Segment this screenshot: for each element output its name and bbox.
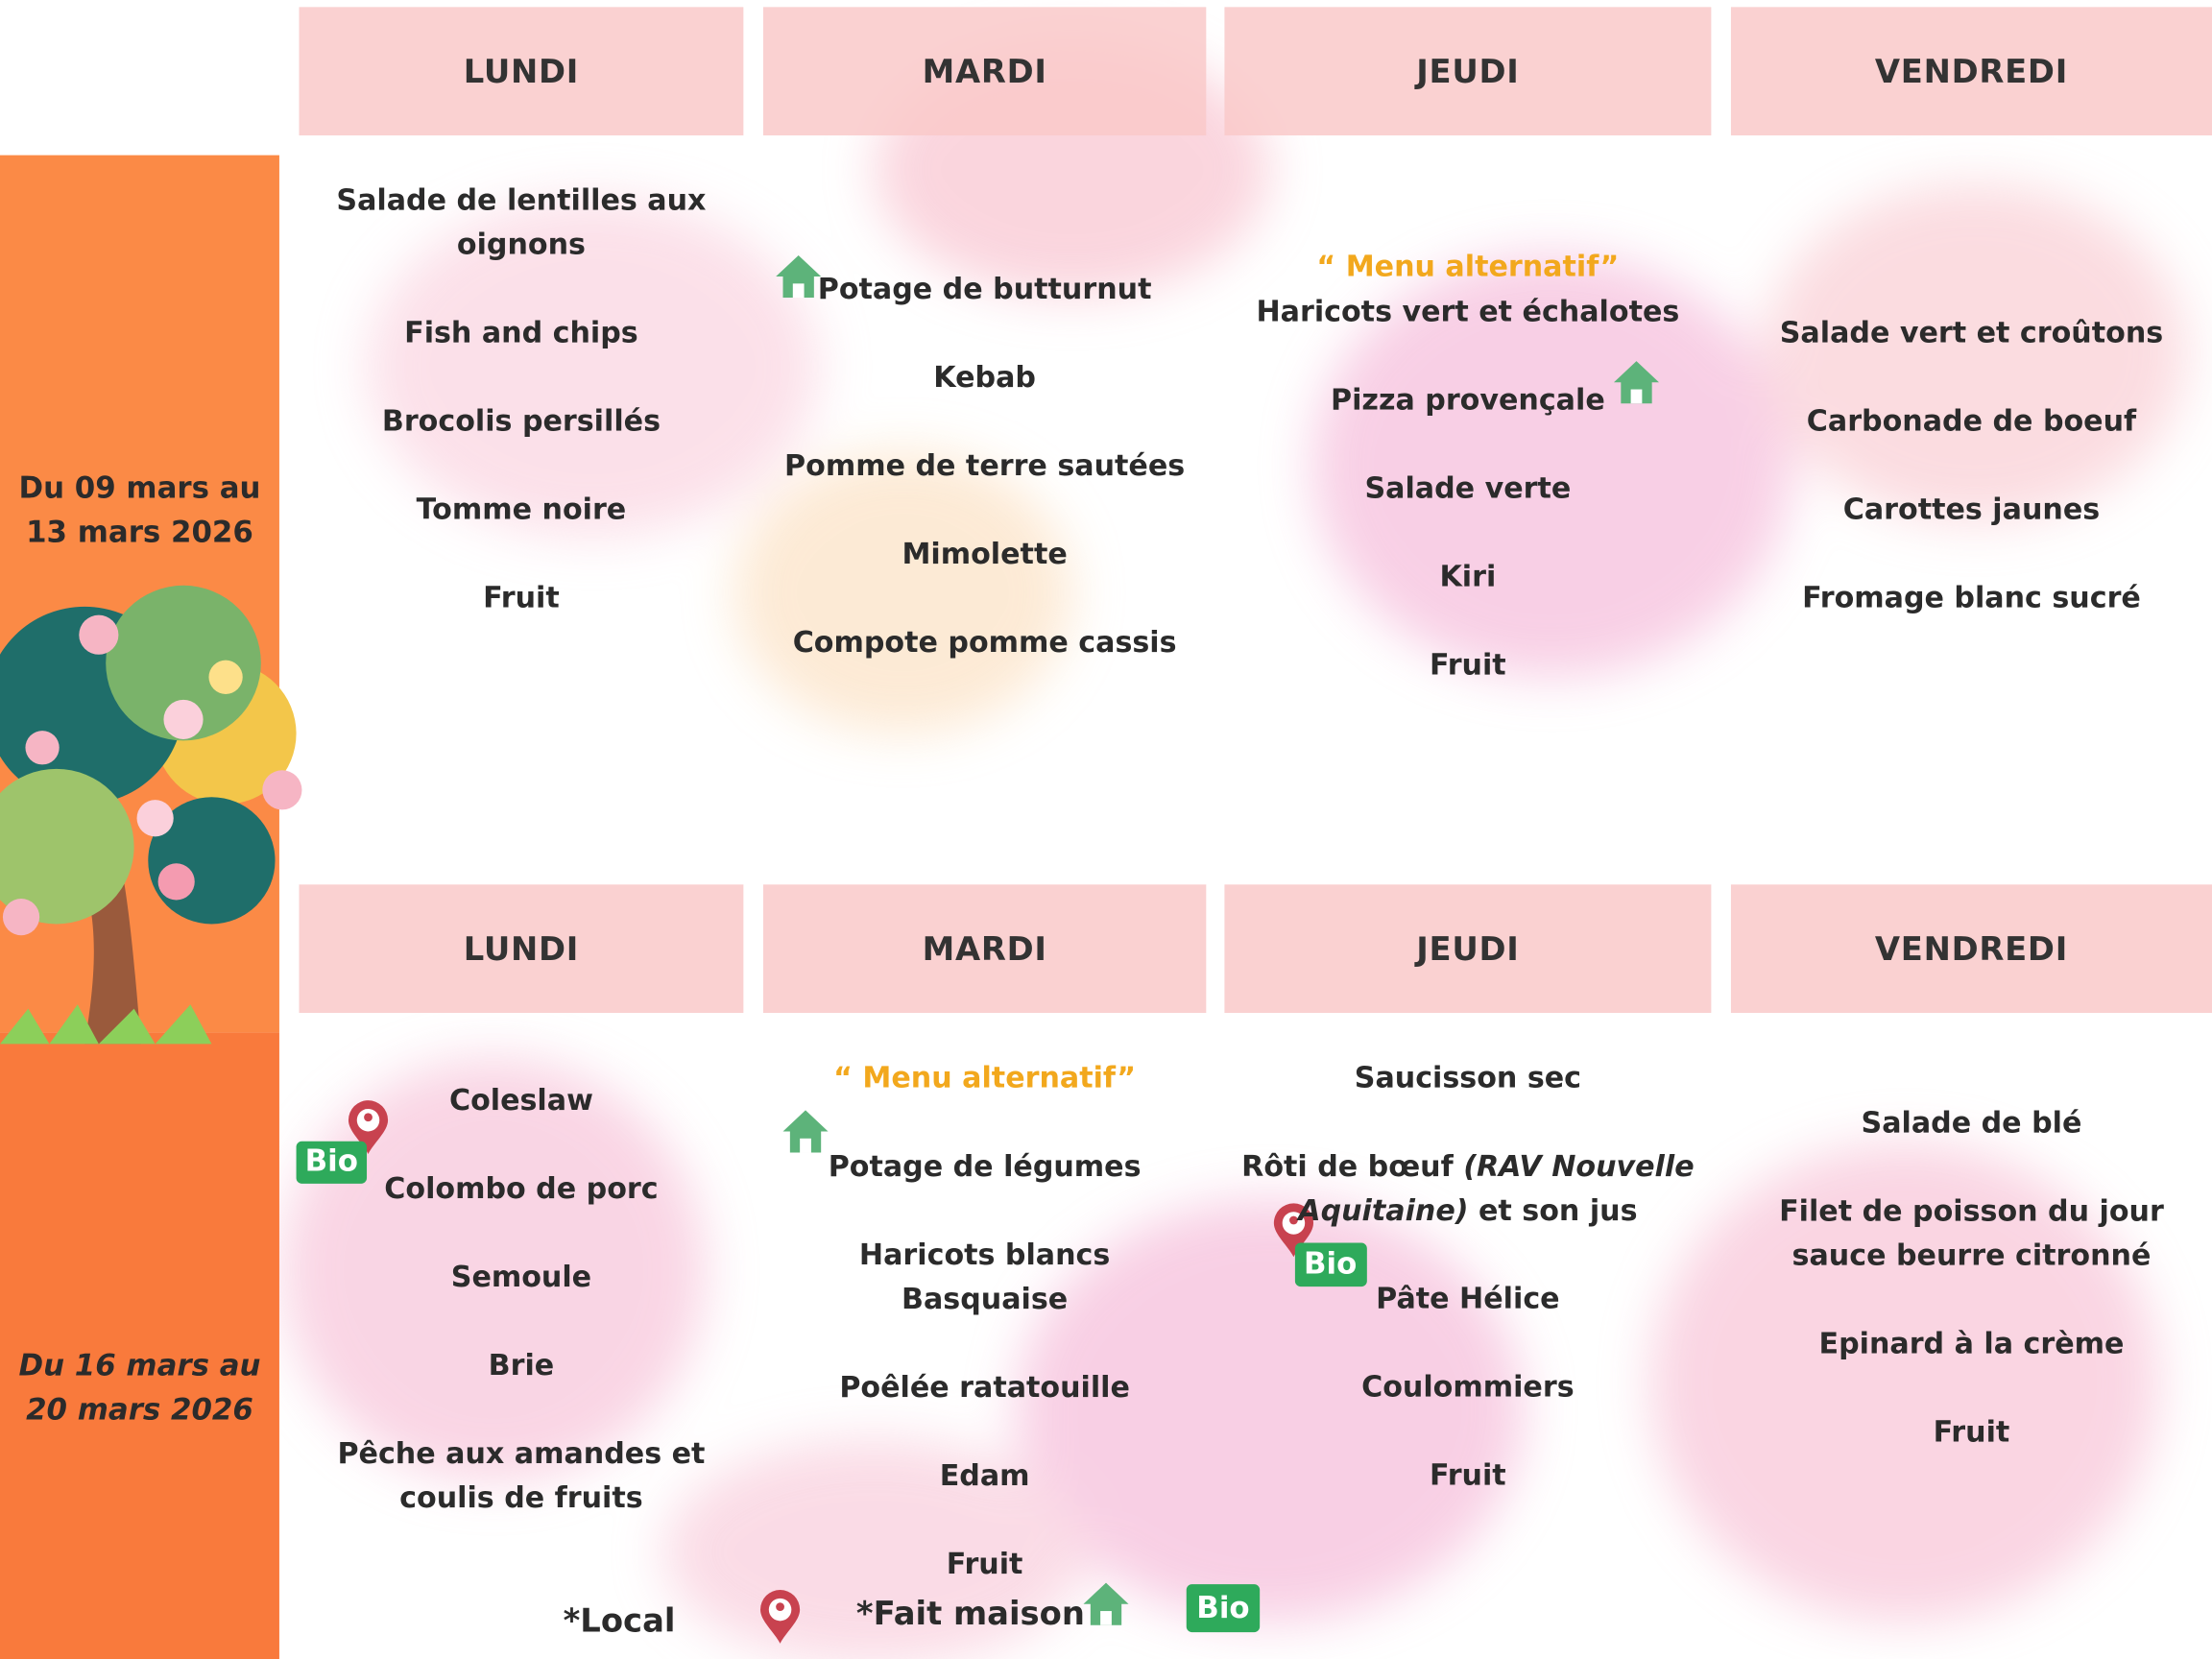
week-dates: Du 16 mars au	[18, 1348, 260, 1382]
menu-item: coulis de fruits	[399, 1481, 642, 1515]
bio-badge: Bio	[305, 1143, 358, 1178]
bio-badge: Bio	[1304, 1247, 1357, 1282]
day-header	[1730, 7, 2212, 136]
menu-item: Brocolis persillés	[382, 405, 661, 439]
legend-bio: Bio	[1196, 1591, 1249, 1625]
menu-item: Aquitaine) et son jus	[1296, 1194, 1637, 1228]
menu-item: Mimolette	[902, 538, 1067, 571]
day-name: VENDREDI	[1875, 930, 2068, 968]
icons	[296, 254, 1659, 1644]
menu-item-part: Rôti de bœuf	[1241, 1150, 1463, 1184]
menu-item: Rôti de bœuf (RAV Nouvelle	[1241, 1150, 1694, 1184]
week-dates: Du 09 mars au	[18, 470, 260, 505]
day-name: MARDI	[923, 53, 1047, 90]
content: Du 09 mars au 13 mars 2026 LUNDI Salade de …	[18, 7, 2212, 1581]
alt-menu-note: “ Menu alternatif”	[833, 1062, 1136, 1095]
week-band	[0, 1032, 279, 1659]
menu-item: Salade verte	[1364, 472, 1571, 506]
day-name: JEUDI	[1414, 930, 1519, 968]
menu-item: Pêche aux amandes et	[337, 1437, 705, 1471]
menu-item: Coleslaw	[449, 1084, 593, 1118]
week-dates: 20 mars 2026	[26, 1392, 253, 1427]
menu-item: Colombo de porc	[384, 1172, 658, 1206]
menu-item: Fruit	[947, 1548, 1023, 1581]
menu-item: Carbonade de boeuf	[1807, 405, 2137, 439]
menu-item: Salade vert et croûtons	[1780, 317, 2163, 350]
day-name: LUNDI	[464, 53, 579, 90]
menu-item: Coulommiers	[1361, 1371, 1574, 1405]
menu-item: Pâte Hélice	[1376, 1283, 1559, 1316]
menu-item: Haricots blancs	[859, 1238, 1110, 1272]
day-header	[299, 884, 744, 1014]
day-header	[762, 7, 1207, 136]
menu-item: Fromage blanc sucré	[1802, 582, 2141, 615]
alt-menu-note: “ Menu alternatif”	[1316, 251, 1619, 284]
menu-item: Potage de butturnut	[818, 273, 1152, 306]
menu-item: Tomme noire	[417, 493, 627, 527]
menu-item: Potage de légumes	[829, 1150, 1142, 1184]
day-header	[299, 7, 744, 136]
menu-item: Fruit	[1430, 1459, 1506, 1493]
week-dates: 13 mars 2026	[26, 515, 253, 549]
menu-item: Salade de blé	[1862, 1107, 2082, 1141]
menu-item: Compote pomme cassis	[793, 626, 1177, 660]
menu-item: Poêlée ratatouille	[839, 1371, 1130, 1405]
day-header	[762, 884, 1207, 1014]
menu-item: Pomme de terre sautées	[784, 449, 1185, 483]
background	[281, 42, 2187, 1659]
menu-item: Pizza provençale	[1331, 384, 1605, 418]
menu-item: Fruit	[1430, 649, 1506, 683]
menu-item: oignons	[457, 228, 586, 262]
legend-maison: *Fait maison	[856, 1595, 1085, 1632]
day-header	[1730, 884, 2212, 1014]
menu-item: Epinard à la crème	[1819, 1328, 2125, 1361]
day-name: MARDI	[923, 930, 1047, 968]
menu-item: Fruit	[1934, 1416, 2010, 1450]
day-name: VENDREDI	[1875, 53, 2068, 90]
day-header	[1224, 7, 1712, 136]
menu-item: Fish and chips	[404, 317, 638, 350]
menu-item: Haricots vert et échalotes	[1256, 296, 1679, 329]
day-name: LUNDI	[464, 930, 579, 968]
menu-item-part: (RAV Nouvelle	[1463, 1150, 1694, 1184]
menu-item: Semoule	[451, 1261, 591, 1294]
menu-item-part: et son jus	[1469, 1194, 1638, 1228]
menu-item: Brie	[489, 1349, 555, 1382]
menu-item: Carottes jaunes	[1843, 493, 2100, 527]
menu-item-part: Aquitaine)	[1296, 1194, 1468, 1228]
menu-item: Basquaise	[902, 1283, 1068, 1316]
menu-item: Kiri	[1439, 561, 1496, 594]
menu-item: sauce beurre citronné	[1792, 1239, 2152, 1273]
menu-item: Filet de poisson du jour	[1779, 1195, 2164, 1229]
menu-item: Salade de lentilles aux	[336, 184, 706, 218]
menu-item: Fruit	[483, 582, 560, 615]
legend-local: *Local	[564, 1601, 676, 1639]
tree	[0, 585, 302, 1045]
day-name: JEUDI	[1414, 53, 1519, 90]
menu-item: Saucisson sec	[1355, 1062, 1581, 1095]
menu-item: Edam	[940, 1459, 1030, 1493]
day-header	[1224, 884, 1712, 1014]
menu-item: Kebab	[933, 361, 1036, 395]
